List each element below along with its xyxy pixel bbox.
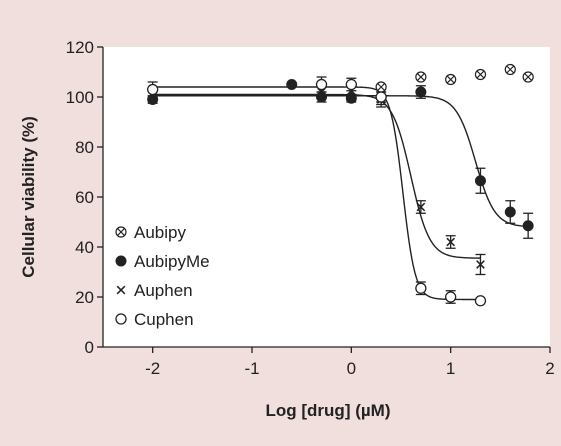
y-tick-label: 120 <box>66 38 94 57</box>
data-point-aubipy <box>522 71 534 83</box>
data-point-aubipyme <box>147 94 159 105</box>
x-marker-stroke <box>116 285 126 295</box>
data-point-aubipy <box>415 71 427 83</box>
legend-marker-aubipyme <box>115 255 127 267</box>
circle-x-stroke <box>117 228 125 236</box>
y-tick-label: 60 <box>75 188 94 207</box>
data-point-cuphen <box>147 83 159 96</box>
data-point-auphen <box>416 202 426 212</box>
x-tick-label: -2 <box>145 359 160 378</box>
x-marker-stroke <box>416 202 426 212</box>
legend-box <box>106 215 246 343</box>
fit-curve-aubipyme <box>152 95 529 228</box>
y-tick-label: 20 <box>75 288 94 307</box>
data-point-cuphen <box>445 291 457 303</box>
data-point-aubipyme <box>316 91 328 103</box>
legend-label-cuphen: Cuphen <box>134 310 194 329</box>
legend-label-aubipyme: AubipyMe <box>134 252 210 271</box>
data-point-aubipyme <box>522 220 534 232</box>
circle-x-stroke <box>377 83 385 91</box>
data-point-cuphen <box>315 78 328 91</box>
fit-curve-auphen <box>152 93 481 259</box>
data-point-aubipyme <box>474 175 486 187</box>
data-point-aubipy <box>474 68 487 81</box>
x-marker-stroke <box>446 237 455 247</box>
data-point-aubipy <box>375 81 387 93</box>
x-axis-title: Log [drug] (µM) <box>266 401 391 420</box>
data-points <box>147 63 534 307</box>
x-marker-stroke <box>476 260 485 269</box>
legend-label-auphen: Auphen <box>134 281 193 300</box>
data-point-aubipy <box>504 63 516 76</box>
circle-x-stroke <box>446 75 455 84</box>
y-tick-label: 40 <box>75 238 94 257</box>
circle-x-stroke <box>417 73 425 81</box>
x-tick-label: 0 <box>347 359 356 378</box>
y-tick-label: 0 <box>85 338 94 357</box>
data-point-aubipyme <box>345 92 357 104</box>
data-point-aubipyme <box>415 86 427 98</box>
legend-marker-auphen <box>116 285 126 295</box>
legend: Aubipy AubipyMe Auphen Cuphen <box>106 215 246 343</box>
circle-x-stroke <box>476 70 485 79</box>
axis-ticks: 0 20 40 60 80 100 120 -2 -1 0 1 2 <box>66 38 555 378</box>
data-point-aubipyme <box>286 79 298 90</box>
data-point-cuphen <box>375 91 387 103</box>
data-point-auphen <box>446 237 455 247</box>
data-point-aubipy <box>445 73 457 86</box>
circle-x-stroke <box>524 73 532 81</box>
data-point-auphen <box>476 260 485 269</box>
y-axis-title: Cellular viability (%) <box>19 116 38 278</box>
data-point-cuphen <box>345 78 357 91</box>
legend-markers <box>115 226 127 325</box>
x-tick-label: 2 <box>545 359 554 378</box>
y-tick-label: 80 <box>75 138 94 157</box>
data-point-cuphen <box>415 282 427 294</box>
data-point-aubipyme <box>504 206 516 218</box>
legend-marker-aubipy <box>115 226 127 238</box>
legend-label-aubipy: Aubipy <box>134 223 186 242</box>
legend-marker-cuphen <box>115 313 127 325</box>
circle-x-stroke <box>506 65 514 74</box>
y-tick-label: 100 <box>66 88 94 107</box>
x-tick-label: -1 <box>244 359 259 378</box>
x-tick-label: 1 <box>446 359 455 378</box>
data-point-cuphen <box>474 295 487 307</box>
